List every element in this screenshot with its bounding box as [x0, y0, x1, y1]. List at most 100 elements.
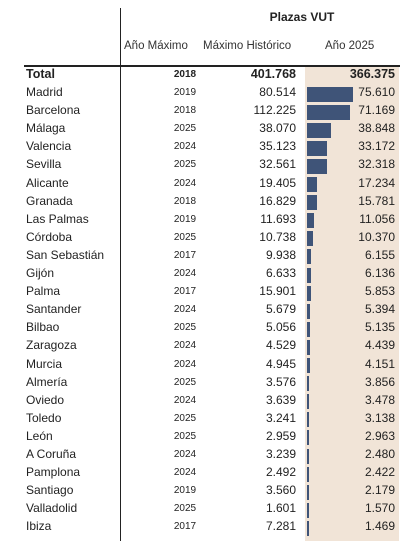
bar [307, 285, 311, 301]
value-2025-label: 38.848 [358, 121, 395, 136]
historic-max-value: 3.576 [265, 374, 296, 389]
city-label: Córdoba [26, 229, 73, 244]
bar [307, 267, 311, 283]
value-2025-label: 71.169 [358, 103, 395, 118]
historic-max-value: 3.560 [265, 483, 296, 498]
value-2025-label: 15.781 [358, 193, 395, 208]
bar [307, 484, 309, 500]
historic-max-value: 80.514 [259, 85, 296, 99]
historic-max-value: 35.123 [259, 139, 296, 154]
year-max-value: 2024 [173, 304, 197, 316]
city-label: Gijón [26, 266, 55, 280]
bar [307, 412, 309, 428]
year-max-value: 2024 [173, 268, 197, 279]
bar [307, 448, 309, 464]
historic-max-value: 38.070 [259, 121, 296, 136]
bar [307, 502, 309, 518]
city-label: Valladolid [26, 501, 78, 516]
year-max-value: 2025 [173, 376, 197, 388]
year-max-value: 2024 [173, 141, 197, 153]
historic-max-value: 4.945 [265, 356, 296, 371]
total-label: Total [26, 67, 55, 81]
header-rule [24, 65, 400, 67]
value-2025-label: 4.439 [364, 338, 395, 353]
year-max-value: 2025 [173, 412, 197, 424]
bar [307, 249, 311, 265]
bar [307, 177, 318, 193]
historic-max-value: 5.679 [265, 302, 296, 317]
historic-max-value: 6.633 [265, 266, 296, 280]
city-label: Madrid [26, 85, 63, 99]
bar [307, 376, 310, 392]
value-2025-label: 5.135 [364, 320, 395, 335]
city-label: Sevilla [26, 157, 62, 172]
value-2025-label: 32.318 [358, 157, 395, 172]
column-header-historic-max: Máximo Histórico [203, 40, 292, 52]
total-2025: 366.375 [349, 67, 395, 81]
bar [307, 394, 310, 410]
historic-max-value: 32.561 [259, 157, 296, 172]
value-2025-label: 1.469 [364, 519, 395, 534]
bar [307, 122, 331, 138]
value-2025-label: 6.155 [364, 247, 395, 262]
value-2025-label: 3.138 [364, 410, 395, 425]
bar [307, 195, 317, 211]
city-label: A Coruña [26, 447, 77, 461]
historic-max-value: 3.241 [265, 410, 296, 425]
historic-max-value: 112.225 [253, 103, 297, 118]
value-2025-label: 1.570 [364, 501, 395, 516]
year-max-value: 2025 [173, 123, 197, 135]
total-historic: 401.768 [250, 67, 296, 81]
column-header-year-max: Año Máximo [124, 40, 188, 52]
city-label: Palma [26, 284, 61, 299]
city-label: Las Palmas [26, 211, 89, 226]
vertical-divider [120, 8, 121, 541]
year-max-value: 2025 [173, 159, 197, 171]
value-2025-label: 10.370 [358, 229, 395, 244]
year-max-value: 2017 [173, 286, 197, 298]
historic-max-value: 2.492 [265, 465, 296, 480]
city-label: Santander [26, 302, 82, 317]
year-max-value: 2025 [173, 231, 197, 243]
year-max-value: 2025 [173, 503, 197, 515]
value-2025-label: 17.234 [358, 175, 395, 190]
year-max-value: 2019 [173, 213, 197, 225]
city-label: León [26, 428, 53, 443]
year-max-value: 2024 [173, 394, 197, 406]
historic-max-value: 3.239 [265, 447, 296, 461]
city-label: San Sebastián [26, 247, 105, 262]
year-max-value: 2024 [173, 177, 197, 189]
year-max-value: 2019 [173, 485, 197, 497]
bar [307, 140, 328, 156]
historic-max-value: 15.901 [259, 284, 296, 299]
historic-max-value: 2.959 [265, 428, 296, 443]
historic-max-value: 3.639 [265, 392, 296, 407]
city-label: Murcia [26, 356, 63, 371]
value-2025-label: 75.610 [358, 85, 395, 99]
year-max-value: 2025 [173, 322, 197, 334]
city-label: Santiago [26, 483, 74, 498]
city-label: Barcelona [26, 103, 81, 118]
historic-max-value: 9.938 [265, 247, 296, 262]
city-label: Zaragoza [26, 338, 77, 353]
bar [307, 466, 309, 482]
year-max-value: 2017 [173, 249, 197, 261]
year-max-value: 2017 [173, 521, 197, 533]
city-label: Bilbao [26, 320, 60, 335]
value-2025-label: 3.478 [364, 392, 395, 407]
value-2025-label: 11.056 [359, 211, 395, 226]
bar [307, 430, 309, 446]
year-max-value: 2018 [173, 195, 197, 207]
value-2025-label: 6.136 [364, 266, 395, 280]
total-year: 2018 [173, 69, 197, 80]
city-label: Granada [26, 193, 73, 208]
city-label: Pamplona [26, 465, 81, 480]
value-2025-label: 5.853 [364, 284, 395, 299]
city-label: Alicante [26, 175, 69, 190]
value-2025-label: 2.480 [364, 447, 395, 461]
historic-max-value: 16.829 [259, 193, 296, 208]
bar [307, 303, 311, 319]
value-2025-label: 2.422 [364, 465, 395, 480]
group-title: Plazas VUT [269, 10, 335, 24]
year-max-value: 2024 [173, 358, 197, 370]
